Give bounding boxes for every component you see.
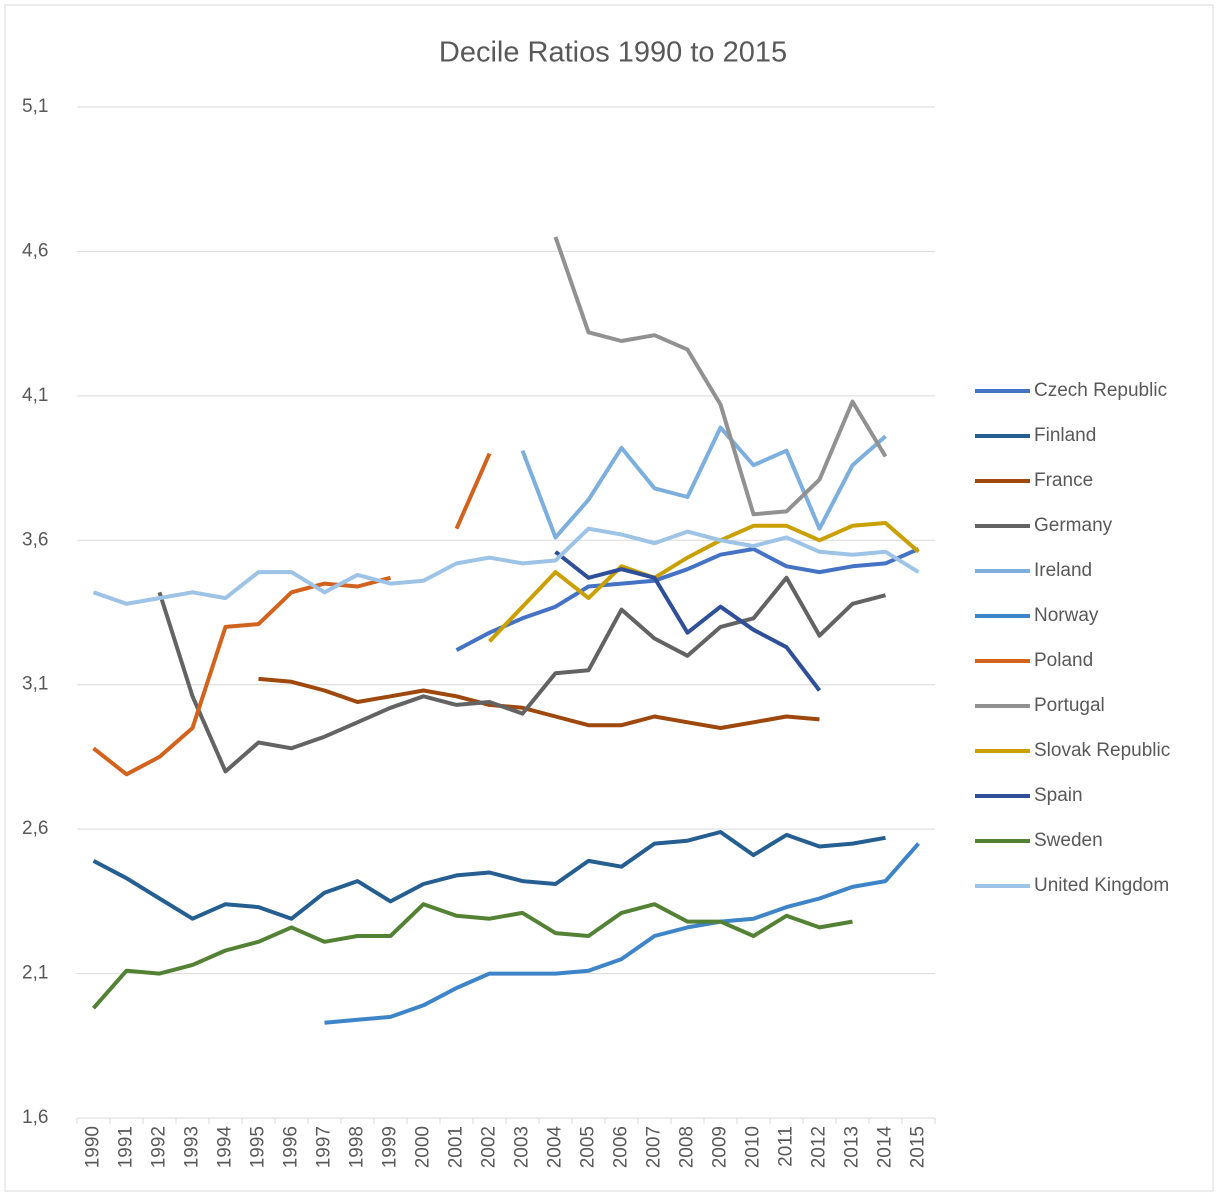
x-tick-label: 2003 — [512, 1126, 533, 1168]
x-tick-label: 2012 — [809, 1126, 830, 1168]
x-tick-label: 1998 — [347, 1126, 368, 1168]
series-line — [91, 902, 853, 1010]
x-tick-label: 1993 — [182, 1126, 203, 1168]
x-tick-label: 1994 — [215, 1126, 236, 1169]
series-line — [455, 547, 920, 652]
x-tick-label: 2011 — [776, 1126, 797, 1167]
series-line — [92, 526, 920, 606]
series-line — [324, 842, 921, 1025]
series-line — [92, 830, 886, 921]
legend-label: Czech Republic — [1034, 380, 1167, 401]
x-tick-label: 1991 — [116, 1126, 137, 1168]
x-tick-label: 1990 — [83, 1126, 104, 1168]
legend-label: Spain — [1034, 785, 1083, 806]
legend-label: Finland — [1034, 425, 1096, 446]
legend-label: Sweden — [1034, 830, 1103, 851]
legend-label: United Kingdom — [1034, 875, 1169, 896]
x-tick-label: 1999 — [380, 1126, 401, 1168]
legend-label: Poland — [1034, 650, 1093, 671]
y-tick-label: 4,6 — [22, 240, 48, 261]
legend-label: Germany — [1034, 515, 1113, 536]
legend-label: Ireland — [1034, 560, 1092, 581]
series-line — [258, 676, 820, 730]
y-tick-label: 3,1 — [22, 674, 48, 695]
x-tick-label: 2007 — [644, 1126, 665, 1168]
y-tick-label: 4,1 — [22, 385, 48, 406]
y-tick-label: 2,1 — [22, 963, 48, 984]
y-tick-label: 5,1 — [22, 96, 48, 117]
x-tick-label: 1995 — [248, 1126, 269, 1168]
x-tick-label: 2000 — [413, 1126, 434, 1168]
x-tick-label: 2002 — [479, 1126, 500, 1168]
x-tick-label: 2015 — [908, 1126, 929, 1168]
legend-label: Norway — [1034, 605, 1099, 626]
y-tick-label: 3,6 — [22, 529, 48, 550]
x-tick-label: 2014 — [875, 1126, 896, 1169]
x-tick-label: 2005 — [578, 1126, 599, 1168]
x-tick-label: 2009 — [710, 1126, 731, 1168]
x-tick-label: 2010 — [743, 1126, 764, 1168]
y-tick-label: 2,6 — [22, 818, 48, 839]
x-tick-label: 2004 — [545, 1126, 566, 1169]
chart-border — [4, 4, 1214, 1192]
x-tick-label: 1996 — [281, 1126, 302, 1168]
chart-title: Decile Ratios 1990 to 2015 — [439, 37, 787, 69]
legend-label: Slovak Republic — [1034, 740, 1170, 761]
series-line — [554, 550, 822, 692]
x-tick-label: 2006 — [611, 1126, 632, 1168]
series-line — [157, 575, 887, 774]
legend-label: France — [1034, 470, 1093, 491]
series-line — [553, 236, 888, 517]
x-tick-label: 1997 — [314, 1126, 335, 1168]
y-tick-label: 1,6 — [22, 1107, 48, 1128]
legend-label: Portugal — [1034, 695, 1105, 716]
x-tick-label: 2013 — [842, 1126, 863, 1168]
x-tick-label: 1992 — [149, 1126, 170, 1168]
series-line — [488, 521, 920, 643]
series-line — [520, 425, 887, 540]
x-tick-label: 2008 — [677, 1126, 698, 1168]
x-tick-label: 2001 — [446, 1126, 467, 1168]
